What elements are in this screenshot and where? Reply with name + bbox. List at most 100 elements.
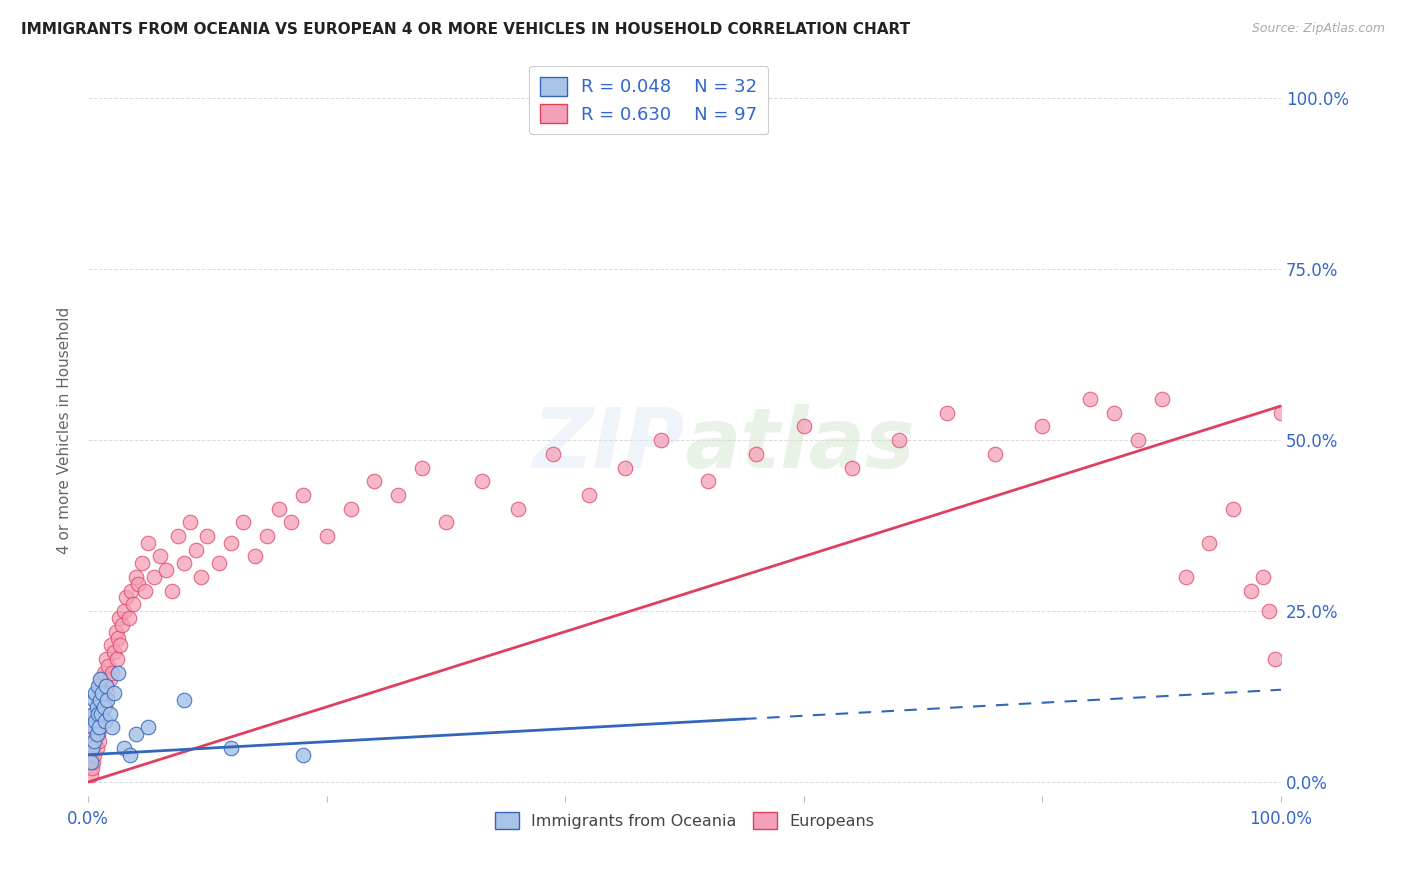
Point: [101, 720, 124, 734]
Point: [125, 570, 148, 584]
Point: [280, 515, 302, 529]
Point: [232, 515, 254, 529]
Point: [84, 734, 107, 748]
Point: [107, 632, 129, 646]
Point: [190, 570, 212, 584]
Point: [110, 617, 132, 632]
Point: [120, 583, 142, 598]
Point: [89, 693, 111, 707]
Point: [256, 529, 278, 543]
Point: [387, 488, 409, 502]
Point: [841, 460, 863, 475]
Point: [90, 673, 112, 687]
Point: [83, 693, 105, 707]
Point: [506, 501, 529, 516]
Point: [155, 563, 177, 577]
Text: atlas: atlas: [685, 404, 915, 485]
Point: [149, 549, 172, 564]
Point: [112, 604, 135, 618]
Point: [82, 755, 104, 769]
Point: [93, 699, 115, 714]
Point: [93, 693, 115, 707]
Point: [221, 535, 243, 549]
Point: [1240, 583, 1263, 598]
Point: [80, 761, 103, 775]
Point: [80, 740, 103, 755]
Point: [125, 727, 148, 741]
Point: [84, 706, 107, 721]
Point: [89, 720, 111, 734]
Point: [91, 706, 114, 721]
Point: [108, 611, 131, 625]
Point: [90, 714, 112, 728]
Point: [142, 570, 165, 584]
Point: [983, 447, 1005, 461]
Point: [110, 638, 132, 652]
Point: [94, 679, 117, 693]
Point: [91, 686, 114, 700]
Legend: Immigrants from Oceania, Europeans: Immigrants from Oceania, Europeans: [488, 805, 880, 835]
Point: [1150, 392, 1173, 406]
Point: [83, 720, 105, 734]
Point: [97, 658, 120, 673]
Point: [103, 645, 125, 659]
Point: [90, 706, 112, 721]
Point: [98, 673, 121, 687]
Point: [339, 501, 361, 516]
Point: [936, 406, 959, 420]
Point: [1078, 392, 1101, 406]
Point: [87, 699, 110, 714]
Point: [118, 747, 141, 762]
Point: [208, 556, 231, 570]
Point: [83, 747, 105, 762]
Point: [86, 727, 108, 741]
Point: [83, 734, 105, 748]
Point: [889, 433, 911, 447]
Point: [94, 699, 117, 714]
Point: [93, 665, 115, 680]
Text: ZIP: ZIP: [531, 404, 685, 485]
Text: Source: ZipAtlas.com: Source: ZipAtlas.com: [1251, 22, 1385, 36]
Point: [86, 699, 108, 714]
Point: [115, 591, 138, 605]
Point: [112, 740, 135, 755]
Point: [697, 474, 720, 488]
Point: [1258, 604, 1281, 618]
Point: [107, 665, 129, 680]
Point: [134, 583, 156, 598]
Point: [87, 720, 110, 734]
Point: [173, 556, 195, 570]
Point: [1102, 406, 1125, 420]
Point: [160, 583, 183, 598]
Point: [166, 529, 188, 543]
Point: [98, 706, 121, 721]
Point: [84, 686, 107, 700]
Point: [136, 720, 159, 734]
Point: [127, 576, 149, 591]
Point: [79, 768, 101, 782]
Point: [82, 706, 104, 721]
Point: [103, 686, 125, 700]
Point: [131, 556, 153, 570]
Point: [434, 515, 457, 529]
Point: [89, 686, 111, 700]
Point: [179, 515, 201, 529]
Point: [471, 474, 494, 488]
Point: [86, 714, 108, 728]
Point: [543, 447, 565, 461]
Point: [745, 447, 768, 461]
Point: [243, 549, 266, 564]
Point: [82, 727, 104, 741]
Point: [1270, 406, 1292, 420]
Point: [94, 714, 117, 728]
Point: [221, 740, 243, 755]
Point: [1198, 535, 1220, 549]
Point: [173, 693, 195, 707]
Text: IMMIGRANTS FROM OCEANIA VS EUROPEAN 4 OR MORE VEHICLES IN HOUSEHOLD CORRELATION : IMMIGRANTS FROM OCEANIA VS EUROPEAN 4 OR…: [21, 22, 910, 37]
Point: [96, 693, 118, 707]
Point: [1222, 501, 1244, 516]
Point: [89, 673, 111, 687]
Point: [267, 501, 290, 516]
Y-axis label: 4 or more Vehicles in Household: 4 or more Vehicles in Household: [58, 306, 72, 554]
Point: [315, 529, 337, 543]
